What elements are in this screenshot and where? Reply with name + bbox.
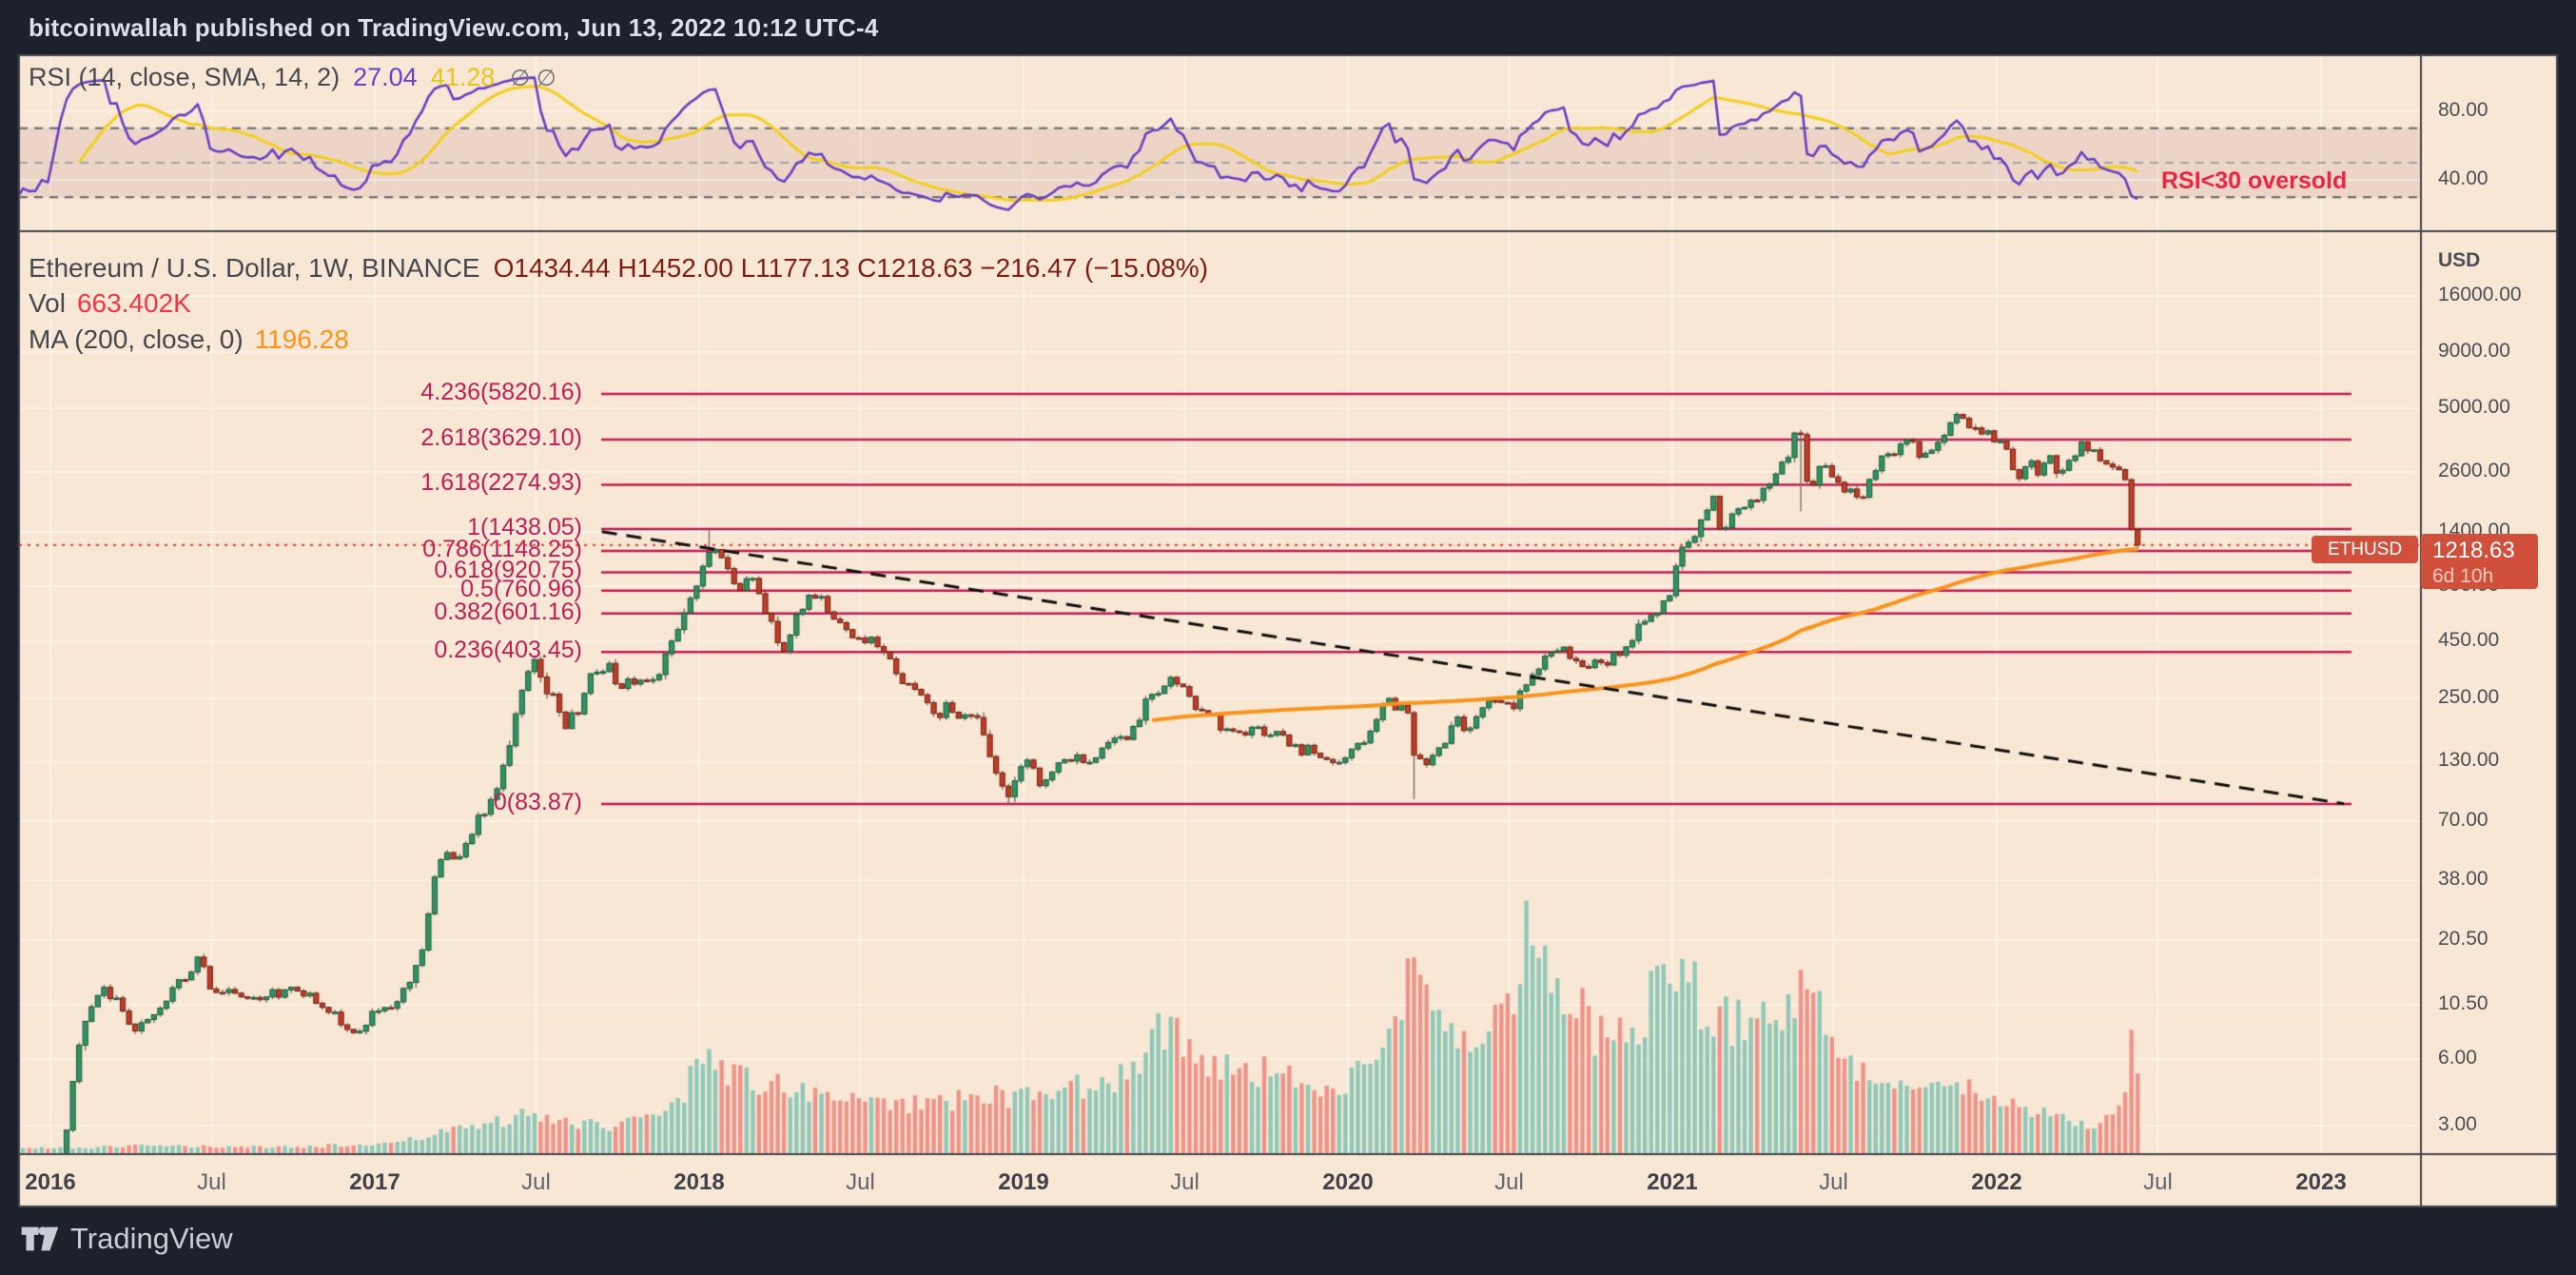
fib-level-label: 0.786(1148.25) <box>422 535 582 562</box>
time-tick-year: 2023 <box>2295 1169 2347 1195</box>
fib-level-label: 1(1438.05) <box>467 514 582 541</box>
fib-level-label: 1.618(2274.93) <box>420 469 582 497</box>
time-tick-year: 2020 <box>1322 1169 1374 1195</box>
time-tick-year: 2018 <box>673 1169 725 1195</box>
time-tick-jul: Jul <box>1170 1169 1200 1195</box>
price-tick-label: 250.00 <box>2438 685 2500 708</box>
fib-level-label: 2.618(3629.10) <box>420 424 582 451</box>
price-tick-label: 9000.00 <box>2438 339 2510 362</box>
time-tick-jul: Jul <box>1819 1169 1848 1195</box>
fib-level-label: 0.5(760.96) <box>460 575 582 602</box>
time-tick-jul: Jul <box>197 1169 226 1195</box>
price-tick-label: 6.00 <box>2438 1046 2477 1069</box>
rsi-sma-value: 41.28 <box>430 63 496 91</box>
rsi-tick-label: 40.00 <box>2438 167 2488 190</box>
tradingview-logo-icon <box>21 1226 59 1251</box>
symbol-tag-text: ETHUSD <box>2327 539 2403 559</box>
bar-countdown: 6d 10h <box>2432 565 2494 587</box>
fib-level-label: 0.618(920.75) <box>434 557 582 584</box>
price-tick-label: 3.00 <box>2438 1113 2477 1136</box>
rsi-legend-label: RSI (14, close, SMA, 14, 2) <box>29 63 341 91</box>
rsi-indicator-legend[interactable]: RSI (14, close, SMA, 14, 2) 27.04 41.28 ∅ ∅ <box>29 63 556 92</box>
fib-level-label: 4.236(5820.16) <box>420 379 582 405</box>
ma-value: 1196.28 <box>254 324 349 354</box>
hidden-plots-icon[interactable]: ∅ ∅ <box>510 66 556 91</box>
tradingview-footer[interactable]: TradingView <box>21 1222 233 1256</box>
volume-legend[interactable]: Vol 663.402K <box>29 288 191 319</box>
price-tick-label: 70.00 <box>2438 809 2488 832</box>
rsi-value: 27.04 <box>353 63 418 91</box>
ma-legend[interactable]: MA (200, close, 0) 1196.28 <box>29 324 349 355</box>
price-tick-label: 450.00 <box>2438 629 2500 652</box>
snapshot-header: bitcoinwallah published on TradingView.c… <box>29 13 879 42</box>
ma-label: MA (200, close, 0) <box>29 324 244 354</box>
symbol-price-tag: ETHUSD <box>2312 536 2418 563</box>
price-tick-label: 16000.00 <box>2438 284 2522 306</box>
time-tick-jul: Jul <box>2143 1169 2173 1195</box>
last-price-badge: 1218.63 6d 10h <box>2421 534 2538 589</box>
time-tick-year: 2016 <box>25 1169 76 1195</box>
volume-label: Vol <box>29 288 66 318</box>
time-tick-year: 2017 <box>349 1169 400 1195</box>
time-tick-jul: Jul <box>521 1169 551 1195</box>
last-price-value: 1218.63 <box>2432 538 2515 563</box>
price-tick-label: 130.00 <box>2438 749 2500 772</box>
ohlc-values: O1434.44 H1452.00 L1177.13 C1218.63 −216… <box>493 253 1209 283</box>
price-tick-label: 5000.00 <box>2438 396 2510 419</box>
fib-level-label: 0.236(403.45) <box>434 637 582 664</box>
time-tick-year: 2019 <box>998 1169 1049 1195</box>
fib-level-label: 0(83.87) <box>493 788 582 815</box>
axis-currency-label: USD <box>2438 249 2481 271</box>
oversold-annotation: RSI<30 oversold <box>2161 167 2348 194</box>
symbol-legend[interactable]: Ethereum / U.S. Dollar, 1W, BINANCE O1434… <box>29 253 1208 284</box>
tradingview-brand-text: TradingView <box>70 1222 233 1255</box>
price-tick-label: 10.50 <box>2438 992 2488 1015</box>
time-tick-year: 2021 <box>1647 1169 1698 1195</box>
price-tick-label: 20.50 <box>2438 928 2488 951</box>
price-tick-label: 2600.00 <box>2438 459 2510 481</box>
time-tick-jul: Jul <box>1494 1169 1524 1195</box>
rsi-tick-label: 80.00 <box>2438 98 2488 121</box>
symbol-title: Ethereum / U.S. Dollar, 1W, BINANCE <box>29 253 480 283</box>
price-tick-label: 38.00 <box>2438 868 2488 891</box>
time-tick-jul: Jul <box>846 1169 875 1195</box>
volume-value: 663.402K <box>76 288 191 318</box>
fib-level-label: 0.382(601.16) <box>434 598 582 625</box>
time-tick-year: 2022 <box>1971 1169 2022 1195</box>
